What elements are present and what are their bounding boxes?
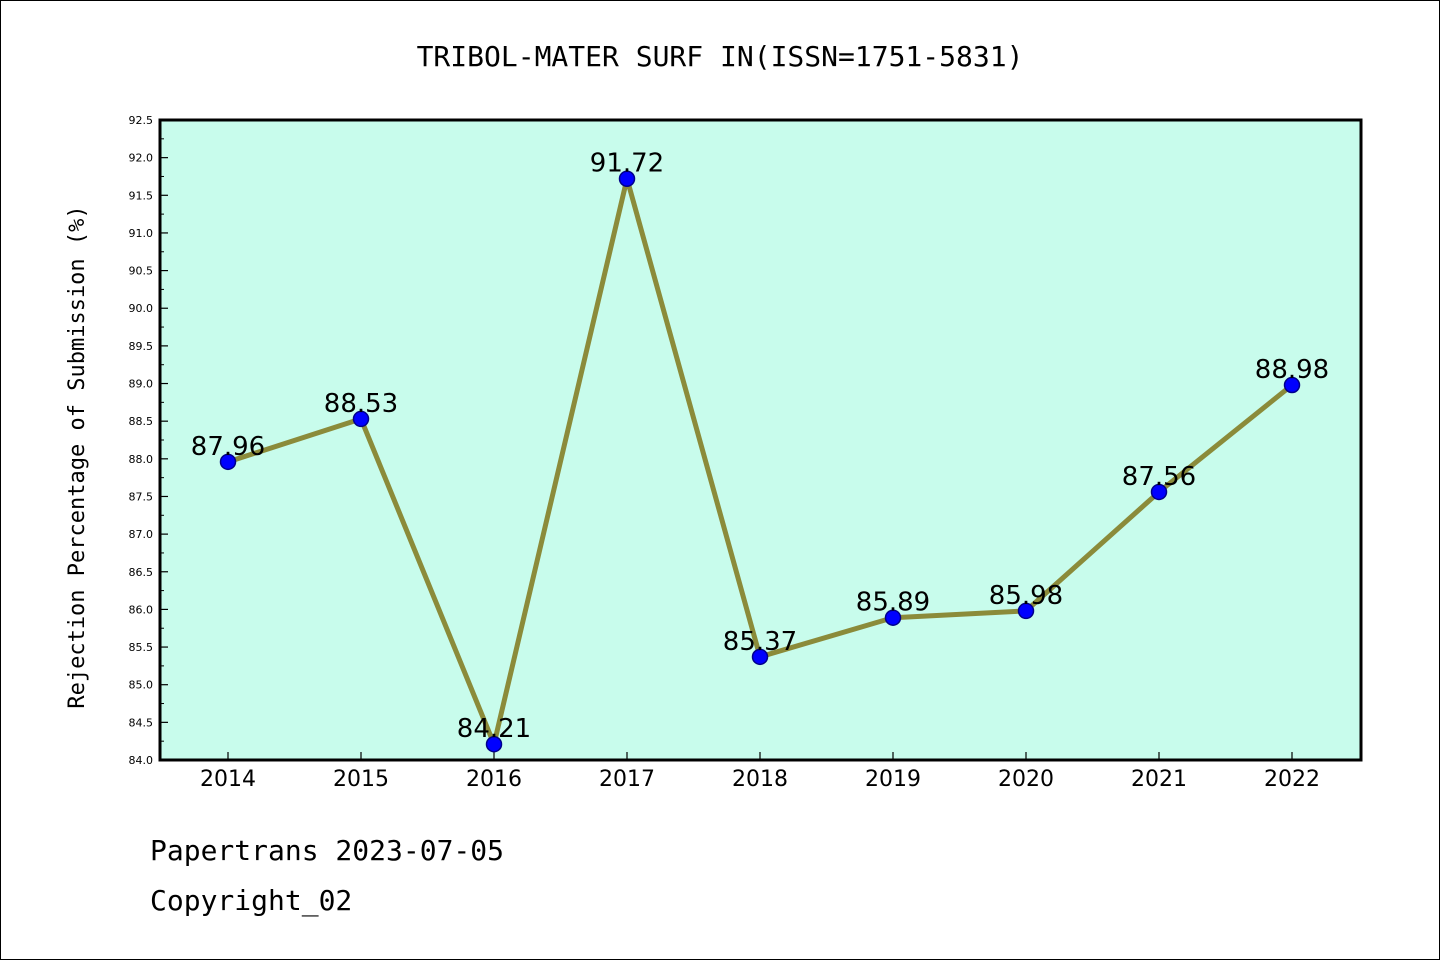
y-tick-label: 88.0 [129,453,154,466]
data-label-2021: 87.56 [1122,462,1196,492]
y-tick-label: 89.5 [129,340,154,353]
data-labels-group: 87.96 88.53 84.21 91.72 85.37 85.89 85.98 87.56… [191,149,1329,744]
y-tick-label: 89.0 [129,378,154,391]
data-point-2019 [884,609,902,626]
x-tick-label: 2017 [599,767,655,792]
data-point-2014 [219,453,237,471]
y-tick-label: 92.5 [129,114,154,127]
data-point-2021 [1150,483,1168,501]
data-label-2018: 85.37 [723,627,797,657]
y-tick-label: 90.5 [129,265,154,278]
data-point-2016 [485,735,503,753]
y-tick-label: 86.5 [129,566,154,579]
x-axis-ticks: 2014 2015 2016 2017 2018 2019 2020 2021 2022 [200,752,1320,792]
y-tick-label: 88.5 [129,415,154,428]
data-label-2016: 84.21 [457,714,531,744]
x-tick-label: 2019 [865,767,921,792]
data-point-2022 [1283,376,1301,394]
y-tick-label: 91.5 [129,189,154,202]
footer-credit: Papertrans 2023-07-05 [150,834,505,867]
x-tick-label: 2014 [200,767,256,792]
x-tick-label: 2020 [998,767,1054,792]
chart-title: TRIBOL-MATER SURF IN(ISSN=1751-5831) [417,40,1024,73]
y-tick-label: 91.0 [129,227,154,240]
data-point-2018 [751,648,769,666]
data-label-2020: 85.98 [989,581,1063,611]
x-tick-label: 2022 [1264,767,1320,792]
data-point-2020 [1017,602,1035,620]
y-tick-label: 84.5 [129,716,154,729]
data-label-2015: 88.53 [324,389,398,419]
x-tick-label: 2015 [333,767,389,792]
y-tick-label: 86.0 [129,603,154,616]
data-label-2017: 91.72 [590,149,664,179]
y-tick-label: 87.5 [129,490,154,503]
x-tick-label: 2018 [732,767,788,792]
data-label-2022: 88.98 [1255,355,1329,385]
y-tick-label: 92.0 [129,152,154,165]
y-tick-label: 85.5 [129,641,154,654]
data-point-2017 [618,170,636,187]
x-tick-label: 2016 [466,767,522,792]
y-axis-ticks: 84.0 84.5 85.0 85.5 86.0 86.5 87.0 87.5 88.0 88.5… [129,114,168,767]
y-tick-label: 90.0 [129,302,154,315]
data-point-2015 [352,410,370,428]
y-tick-label: 85.0 [129,679,154,692]
markers-group [219,170,1301,753]
y-axis-label: Rejection Percentage of Submission (%) [65,205,90,708]
y-tick-label: 87.0 [129,528,154,541]
data-label-2019: 85.89 [856,588,930,618]
y-tick-label: 84.0 [129,754,154,767]
data-label-2014: 87.96 [191,432,265,462]
x-tick-label: 2021 [1131,767,1187,792]
footer-copyright: Copyright_02 [150,884,353,917]
